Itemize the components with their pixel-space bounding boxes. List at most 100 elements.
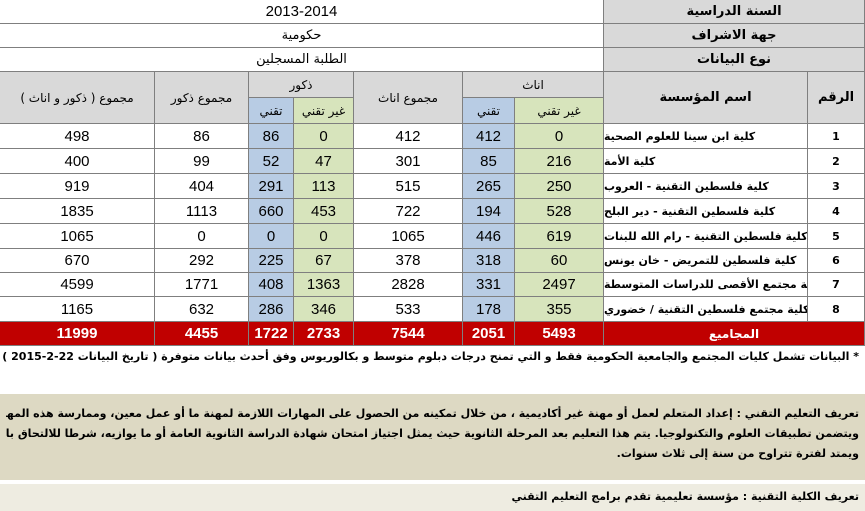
cell-female-total: 515 (354, 174, 463, 199)
footnote: * البيانات تشمل كليات المجتمع والجامعية … (0, 349, 865, 383)
cell-female-tech: 318 (463, 249, 515, 273)
cell-number: 4 (808, 199, 865, 224)
cell-female-nontech: 216 (515, 149, 604, 174)
cell-grand-total: 670 (0, 249, 155, 273)
cell-male-nontech: 453 (294, 199, 354, 224)
cell-grand-total: 919 (0, 174, 155, 199)
college-definition-text: تعريف الكلية التقنية : مؤسسة تعليمية تقد… (511, 490, 859, 503)
table-header: مجموع ( ذكور و اناث ) مجموع ذكور ذكور تق… (0, 72, 865, 124)
cell-female-tech: 412 (463, 124, 515, 149)
technical-education-definition: تعريف التعليم التقني : إعداد المتعلم لعم… (0, 394, 865, 480)
header-female-total: مجموع اناث (354, 72, 463, 124)
cell-institution-name: كلية فلسطين التقنية - العروب (604, 174, 808, 199)
cell-female-nontech: 2497 (515, 273, 604, 297)
cell-female-tech: 194 (463, 199, 515, 224)
cell-female-tech: 85 (463, 149, 515, 174)
total-male-tech: 1722 (249, 322, 294, 346)
cell-male-tech: 0 (249, 224, 294, 249)
cell-female-total: 2828 (354, 273, 463, 297)
total-male-nontech: 2733 (294, 322, 354, 346)
table-row: 400 99 52 47 301 85 216 كلية الأمة 2 (0, 149, 865, 174)
cell-male-total: 1771 (155, 273, 249, 297)
cell-male-total: 99 (155, 149, 249, 174)
cell-male-nontech: 0 (294, 224, 354, 249)
cell-male-tech: 660 (249, 199, 294, 224)
cell-female-total: 1065 (354, 224, 463, 249)
cell-male-total: 0 (155, 224, 249, 249)
year-value: 2013-2014 (0, 0, 604, 24)
cell-male-nontech: 47 (294, 149, 354, 174)
supervision-value: حكومية (0, 24, 604, 48)
cell-institution-name: كلية فلسطين التقنية - رام الله للبنات (604, 224, 808, 249)
cell-number: 7 (808, 273, 865, 297)
cell-female-total: 378 (354, 249, 463, 273)
table-row: 670 292 225 67 378 318 60 كلية فلسطين لل… (0, 249, 865, 273)
total-female-nontech: 5493 (515, 322, 604, 346)
total-grand: 11999 (0, 322, 155, 346)
cell-female-tech: 446 (463, 224, 515, 249)
supervision-label: جهة الاشراف (604, 24, 865, 48)
cell-female-total: 533 (354, 297, 463, 322)
cell-male-tech: 86 (249, 124, 294, 149)
table-row: 1835 1113 660 453 722 194 528 كلية فلسطي… (0, 199, 865, 224)
total-female: 7544 (354, 322, 463, 346)
cell-number: 3 (808, 174, 865, 199)
table-row: 4599 1771 408 1363 2828 331 2497 كلية مج… (0, 273, 865, 297)
table-row: 919 404 291 113 515 265 250 كلية فلسطين … (0, 174, 865, 199)
definition-line-1: تعريف التعليم التقني : إعداد المتعلم لعم… (6, 407, 859, 420)
header-females: اناث (463, 72, 604, 98)
cell-male-tech: 52 (249, 149, 294, 174)
cell-institution-name: كلية مجتمع فلسطين التقنية / خضوري (604, 297, 808, 322)
cell-female-tech: 331 (463, 273, 515, 297)
cell-female-nontech: 619 (515, 224, 604, 249)
cell-female-nontech: 528 (515, 199, 604, 224)
cell-grand-total: 400 (0, 149, 155, 174)
cell-number: 1 (808, 124, 865, 149)
cell-grand-total: 1065 (0, 224, 155, 249)
meta-header: 2013-2014 السنة الدراسية حكومية جهة الاش… (0, 0, 865, 72)
definition-line-3: ويمتد لفترة تتراوح من سنة إلى ثلاث سنوات… (616, 447, 859, 460)
cell-male-tech: 286 (249, 297, 294, 322)
cell-male-nontech: 113 (294, 174, 354, 199)
table-row: 1065 0 0 0 1065 446 619 كلية فلسطين التق… (0, 224, 865, 249)
cell-grand-total: 1165 (0, 297, 155, 322)
cell-male-nontech: 67 (294, 249, 354, 273)
datatype-value: الطلبة المسجلين (0, 48, 604, 72)
cell-male-nontech: 346 (294, 297, 354, 322)
header-grand-total: مجموع ( ذكور و اناث ) (0, 72, 155, 124)
cell-female-total: 722 (354, 199, 463, 224)
cell-grand-total: 498 (0, 124, 155, 149)
header-male-total: مجموع ذكور (155, 72, 249, 124)
cell-male-tech: 408 (249, 273, 294, 297)
table-body: 498 86 86 0 412 412 0 كلية ابن سينا للعل… (0, 124, 865, 322)
cell-male-tech: 291 (249, 174, 294, 199)
technical-college-definition: تعريف الكلية التقنية : مؤسسة تعليمية تقد… (0, 484, 865, 511)
cell-female-tech: 265 (463, 174, 515, 199)
cell-female-nontech: 250 (515, 174, 604, 199)
cell-institution-name: كلية مجتمع الأقصى للدراسات المتوسطة (604, 273, 808, 297)
total-male: 4455 (155, 322, 249, 346)
totals-row: 11999 4455 1722 2733 7544 2051 5493 المج… (0, 322, 865, 346)
footnote-text: * البيانات تشمل كليات المجتمع والجامعية … (2, 350, 859, 363)
total-female-tech: 2051 (463, 322, 515, 346)
cell-male-total: 632 (155, 297, 249, 322)
header-female-nontech: غير تقني (515, 98, 604, 124)
cell-male-total: 404 (155, 174, 249, 199)
cell-grand-total: 1835 (0, 199, 155, 224)
cell-number: 5 (808, 224, 865, 249)
cell-male-total: 1113 (155, 199, 249, 224)
table-row: 1165 632 286 346 533 178 355 كلية مجتمع … (0, 297, 865, 322)
header-female-tech: تقني (463, 98, 515, 124)
cell-female-nontech: 60 (515, 249, 604, 273)
year-label: السنة الدراسية (604, 0, 865, 24)
cell-male-tech: 225 (249, 249, 294, 273)
header-male-tech: تقني (249, 98, 294, 124)
cell-male-nontech: 1363 (294, 273, 354, 297)
cell-female-nontech: 0 (515, 124, 604, 149)
cell-female-total: 301 (354, 149, 463, 174)
cell-grand-total: 4599 (0, 273, 155, 297)
totals-label: المجاميع (604, 322, 865, 346)
header-males: ذكور (249, 72, 354, 98)
cell-female-tech: 178 (463, 297, 515, 322)
cell-male-total: 292 (155, 249, 249, 273)
